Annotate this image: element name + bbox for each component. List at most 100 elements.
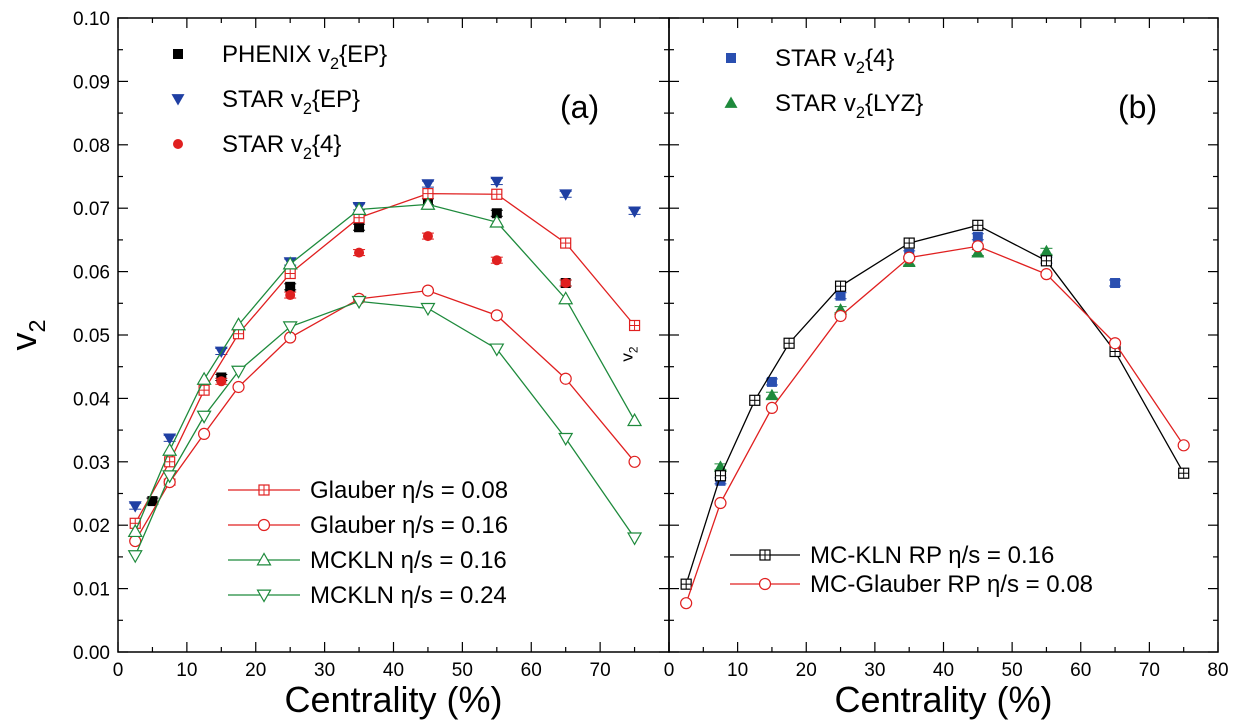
legend-marker [256, 552, 272, 566]
data-point [230, 365, 247, 379]
panel-a: 0 10 20 30 40 50 60 700.000.010.020.030.040.050… [3, 9, 670, 720]
data-point [714, 496, 727, 510]
series-0-2 [163, 231, 572, 488]
y-axis-title: v2 [3, 319, 50, 350]
series-line [134, 300, 636, 556]
legend-entry-main: STAR v [222, 86, 303, 113]
chart-root: 0 10 20 30 40 50 60 700.000.010.020.030.040.050… [3, 9, 1229, 720]
data-point [1040, 268, 1053, 281]
data-point [196, 410, 212, 424]
x-axis-title: Centrality (%) [834, 679, 1052, 720]
legend-marker [758, 577, 772, 591]
x-tick-label: 30 [864, 660, 885, 681]
data-point [558, 291, 574, 305]
x-axis-title: Centrality (%) [284, 679, 502, 720]
legend-entry: MCKLN η/s = 0.16 [310, 547, 507, 574]
series-0-1 [128, 176, 642, 513]
data-point [282, 321, 298, 335]
y-axis-title-main: v [3, 333, 44, 351]
v2-annotation-sub: 2 [627, 346, 641, 353]
data-point [560, 278, 571, 289]
series-line [134, 203, 636, 532]
data-point [489, 343, 505, 357]
data-point [351, 295, 367, 310]
legend-marker [257, 518, 271, 532]
y-tick-label: 0.00 [73, 643, 110, 664]
data-point [628, 206, 642, 218]
data-point [351, 201, 367, 215]
data-point [127, 550, 143, 564]
series-line [134, 289, 636, 542]
x-tick-label: 80 [1207, 660, 1228, 681]
data-point [147, 496, 158, 507]
data-point [128, 501, 142, 513]
data-point [765, 401, 779, 415]
data-point [491, 255, 502, 266]
y-axis-title-sub: 2 [24, 319, 50, 332]
y-tick-label: 0.07 [73, 199, 110, 220]
x-tick-label: 0 [664, 660, 675, 681]
data-point [1039, 244, 1053, 257]
data-point [903, 251, 916, 264]
x-axis: 0 10 20 30 40 50 60 70 [113, 18, 670, 681]
x-tick-label: 20 [796, 660, 817, 681]
legend-data: STAR v2{4} STAR v2{LYZ} [724, 45, 923, 122]
x-tick-label: 40 [383, 660, 404, 681]
legend-entry: STAR v2{4} [775, 45, 894, 77]
data-point [230, 317, 247, 331]
data-point [127, 523, 143, 538]
legend-model: Glauber η/s = 0.08 Glauber η/s = 0.16 MCKL… [228, 477, 508, 609]
y-tick-label: 0.06 [73, 263, 110, 284]
series-line [685, 224, 1185, 585]
series-1-0 [714, 231, 1122, 486]
legend-entry: Glauber η/s = 0.08 [310, 477, 508, 504]
data-point [765, 388, 779, 401]
x-tick-label: 50 [452, 660, 473, 681]
data-point [491, 208, 502, 219]
legend-entry-tail: {EP} [312, 86, 360, 113]
y-tick-label: 0.01 [73, 580, 110, 601]
y-tick-label: 0.05 [73, 326, 110, 347]
x-tick-label: 70 [590, 660, 611, 681]
v2-annotation-main: v [618, 353, 637, 362]
legend-entry: MCKLN η/s = 0.24 [310, 582, 507, 609]
data-point [129, 534, 142, 548]
x-axis: 0 10 20 30 40 50 60 70 80 [664, 18, 1229, 681]
legend-entry-sub: 2 [330, 55, 339, 73]
data-point [489, 214, 505, 228]
panel-label: (b) [1118, 89, 1157, 125]
legend-entry: STAR v2{LYZ} [775, 90, 923, 122]
legend-entry-sub: 2 [303, 145, 312, 163]
data-point [1177, 439, 1190, 452]
y-axis [669, 17, 1218, 653]
x-tick-label: 40 [933, 660, 954, 681]
legend-entry: Glauber η/s = 0.16 [310, 512, 508, 539]
legend-entry-main: STAR v [222, 131, 303, 158]
data-point [559, 372, 572, 385]
x-tick-label: 60 [1070, 660, 1091, 681]
series-1-2 [680, 219, 1190, 590]
series-0-5 [127, 196, 643, 538]
legend-entry-sub: 2 [303, 100, 312, 118]
data-point [627, 532, 643, 546]
y-tick-label: 0.02 [73, 516, 110, 537]
x-tick-label: 30 [314, 660, 335, 681]
y-tick-label: 0.10 [73, 9, 110, 30]
data-point [835, 290, 846, 301]
legend-entry-tail: {4} [312, 131, 341, 158]
x-tick-label: 10 [176, 660, 197, 681]
legend-entry: PHENIX v2{EP} [222, 41, 387, 73]
data-point [627, 412, 643, 427]
x-tick-label: 70 [1139, 660, 1160, 681]
panel-b: 0 10 20 30 40 50 60 70 80 Centrality (%) (b) STAR v… [664, 17, 1229, 720]
legend-marker [173, 139, 183, 149]
data-point [354, 222, 365, 233]
data-point [216, 376, 227, 387]
y-tick-label: 0.09 [73, 72, 110, 93]
legend-entry: STAR v2{4} [222, 131, 341, 163]
data-point [421, 284, 435, 297]
y-axis: 0.00 0.01 0.02 0.03 0.04 0.05 0.06 0.07 0.08 0.09… [73, 9, 669, 664]
data-point [558, 432, 574, 447]
